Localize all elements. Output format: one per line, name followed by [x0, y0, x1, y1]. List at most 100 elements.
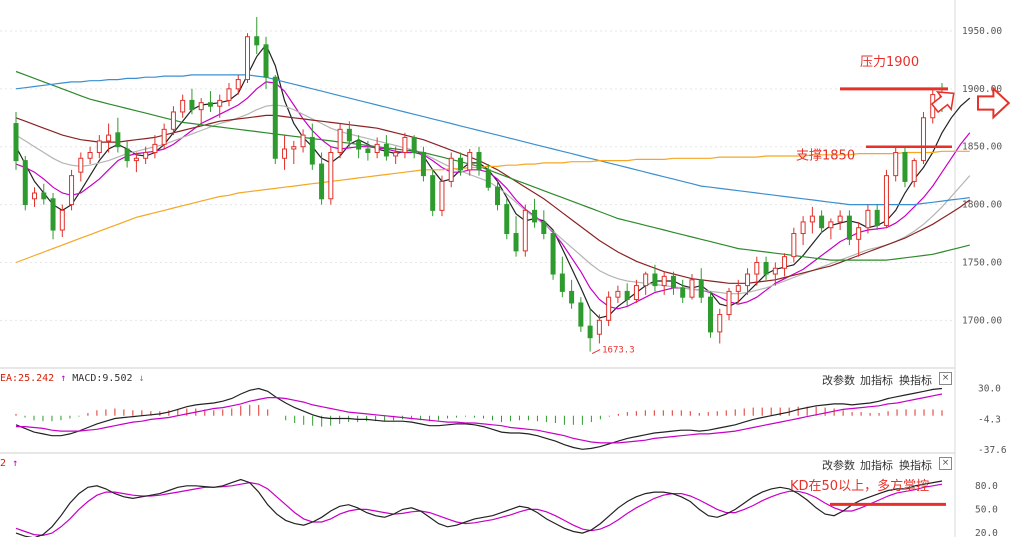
candle-body [198, 102, 204, 111]
candle-body [383, 143, 389, 157]
macd-switch-indicator-button[interactable]: 换指标 [899, 374, 932, 387]
candle-body [550, 233, 556, 275]
y-axis-labels: 1950.00 1900.00 1850.00 1800.00 1750.00 1700.… [962, 26, 1007, 539]
trend-up-arrow-icon [930, 91, 955, 114]
kd-annotation-label: KD在50以上，多方掌控 [790, 478, 929, 494]
candle-body [207, 102, 213, 107]
candle-body [476, 151, 482, 171]
candle-body [485, 169, 491, 188]
candle-body [282, 148, 288, 159]
candle-body [587, 325, 593, 339]
candle-body [170, 111, 176, 130]
price-y-tick: 1700.00 [962, 315, 1002, 326]
candle-body [837, 215, 843, 223]
candle-body [606, 296, 612, 321]
candle-body [763, 261, 769, 275]
candle-body [643, 273, 649, 287]
macd-y-tick: 30.0 [978, 384, 1001, 395]
candle-body [633, 285, 639, 300]
kd-params-button[interactable]: 改参数 [822, 459, 855, 472]
price-y-tick: 1800.00 [962, 200, 1002, 211]
candle-body [393, 151, 399, 157]
candle-body [874, 209, 880, 226]
candle-body [143, 151, 149, 159]
candle-body [78, 157, 84, 173]
candle-body [291, 146, 297, 150]
candle-body [328, 151, 334, 200]
kd-add-indicator-button[interactable]: 加指标 [860, 459, 893, 472]
moving-average-line [15, 81, 971, 310]
kd-switch-indicator-button[interactable]: 换指标 [899, 459, 932, 472]
candle-body [828, 221, 834, 229]
candle-body [254, 36, 260, 46]
candle-body [87, 151, 93, 159]
candle-body [883, 175, 889, 226]
moving-average-line [15, 74, 970, 206]
kd-y-tick: 20.0 [975, 528, 998, 537]
candle-body [245, 36, 250, 81]
candle-body [50, 198, 56, 231]
candle-body [319, 163, 325, 200]
moving-average-line [15, 114, 971, 284]
kd-y-tick: 80.0 [975, 481, 998, 492]
candle-body [32, 192, 38, 200]
candle-body [559, 273, 565, 292]
kd-d-line [15, 481, 943, 537]
candle-body [698, 279, 704, 298]
macd-close-button[interactable]: × [939, 372, 952, 385]
candle-body [745, 273, 751, 287]
kd-arrow-icon: ↑ [12, 458, 19, 469]
candle-body [856, 227, 862, 240]
candle-body [772, 267, 778, 275]
candle-body [272, 76, 278, 159]
support-label: 支撑1850 [796, 149, 855, 164]
resistance-label: 压力1900 [860, 55, 919, 70]
candle-body [569, 290, 575, 304]
candle-body [124, 148, 130, 162]
candle-body [680, 287, 686, 298]
candle-body [430, 175, 436, 211]
price-y-tick: 1750.00 [962, 257, 1002, 268]
candle-body [504, 204, 510, 235]
moving-average-line [15, 150, 970, 264]
candle-body [652, 273, 658, 287]
candle-body [420, 151, 426, 177]
candle-body [689, 279, 695, 298]
candle-body [532, 209, 538, 223]
candle-body [356, 140, 362, 150]
candle-body [578, 302, 584, 327]
candle-body [106, 134, 112, 142]
candle-body [180, 99, 186, 113]
price-y-tick: 1950.00 [962, 26, 1002, 37]
candle-body [346, 128, 352, 142]
candle-body [819, 215, 825, 229]
macd-add-indicator-button[interactable]: 加指标 [860, 374, 893, 387]
kd-legend: 2 ↑ [0, 458, 18, 469]
low-price-label: 1673.3 [602, 346, 635, 356]
candle-body [911, 160, 917, 182]
kd-close-button[interactable]: × [939, 457, 952, 470]
candle-body [133, 157, 139, 162]
candle-body [448, 157, 454, 182]
candle-body [189, 99, 195, 111]
price-y-tick: 1850.00 [962, 142, 1002, 153]
candle-body [809, 215, 815, 223]
candle-body [226, 88, 232, 101]
kd-k-line [15, 478, 943, 539]
candle-body [865, 209, 871, 229]
macd-params-button[interactable]: 改参数 [822, 374, 855, 387]
candle-body [893, 151, 899, 177]
candle-body [902, 151, 908, 182]
price-panel [13, 17, 971, 352]
candle-body [337, 128, 343, 153]
candle-body [495, 186, 501, 206]
candle-body [717, 314, 723, 333]
candle-body [411, 136, 417, 153]
candle-body [402, 136, 408, 153]
candle-body [22, 160, 28, 206]
macd-value-label: MACD:9.502 [72, 373, 133, 384]
candle-body [439, 180, 445, 211]
candle-body [365, 148, 371, 153]
